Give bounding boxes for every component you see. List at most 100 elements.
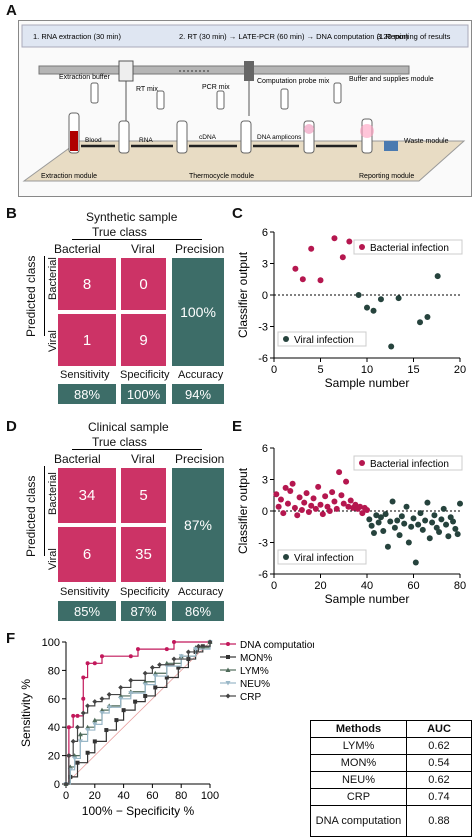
y-tick-label: 3	[262, 259, 268, 271]
metric-label-accuracy-d: Accuracy	[178, 586, 224, 598]
auc-header-methods: Methods	[310, 720, 407, 738]
data-point	[454, 531, 461, 538]
data-point	[273, 491, 280, 498]
data-point	[357, 503, 364, 510]
data-point	[384, 543, 391, 550]
roc-line	[66, 641, 210, 785]
data-point	[106, 705, 112, 710]
label-extraction-buffer: Extraction buffer	[59, 74, 111, 81]
data-point	[417, 510, 424, 517]
data-point	[339, 254, 346, 261]
col-bacterial-d: Bacterial	[54, 452, 101, 466]
data-point	[207, 639, 213, 645]
metric-label-sensitivity: Sensitivity	[60, 369, 110, 381]
data-point	[282, 484, 289, 491]
y-tick-label: 0	[262, 506, 268, 518]
precision-box: 100%	[172, 258, 224, 366]
data-point	[347, 497, 354, 504]
col-precision-d: Precision	[175, 452, 225, 466]
data-point	[343, 478, 350, 485]
legend-label: LYM%	[240, 666, 269, 677]
x-axis-label: Sample number	[325, 592, 410, 606]
table-row: DNA computation 0.88	[310, 805, 472, 837]
step-1: 1. RNA extraction (30 min)	[33, 32, 121, 41]
data-point	[85, 703, 91, 709]
label-waste-module: Waste module	[404, 138, 449, 145]
data-point	[368, 522, 375, 529]
x-axis-label: Sample number	[325, 376, 410, 390]
data-point	[326, 508, 333, 514]
auc-value: 0.88	[405, 805, 472, 837]
y-axis-label: Sensitivity %	[19, 679, 33, 747]
legend-marker	[225, 681, 231, 686]
panel-label-f: F	[6, 630, 16, 647]
col-bacterial: Bacterial	[54, 242, 101, 256]
data-point	[438, 516, 445, 523]
data-point	[312, 505, 319, 512]
label-rt-mix: RT mix	[136, 86, 158, 93]
roc-line	[66, 642, 211, 785]
data-point	[81, 696, 86, 701]
data-point	[133, 699, 138, 704]
data-point	[440, 505, 447, 512]
data-point	[291, 504, 298, 511]
y-tick-label: -6	[258, 569, 268, 581]
panel-d-true-class: True class	[92, 435, 147, 449]
instrument-diagram: 1. RNA extraction (30 min) 2. RT (30 min…	[21, 24, 469, 182]
metric-specificity: 100%	[121, 384, 166, 404]
data-point	[331, 235, 338, 242]
data-point	[143, 693, 148, 698]
col-viral: Viral	[131, 242, 155, 256]
data-point	[331, 498, 338, 505]
x-tick-label: 80	[175, 790, 187, 802]
true-class-bracket-d	[72, 449, 202, 450]
data-point	[85, 750, 90, 755]
data-point	[443, 521, 450, 528]
auc-method: CRP	[310, 788, 407, 806]
x-tick-label: 80	[454, 580, 466, 592]
data-point	[128, 654, 133, 659]
x-tick-label: 20	[314, 580, 326, 592]
table-row: MON% 0.54	[310, 754, 472, 772]
y-axis-label: Classifier output	[236, 251, 250, 338]
x-tick-label: 20	[454, 364, 466, 376]
data-point	[92, 722, 98, 727]
data-point	[308, 245, 315, 252]
auc-value: 0.74	[405, 788, 472, 806]
label-buffer-supplies: Buffer and supplies module	[349, 76, 434, 83]
data-point	[71, 713, 76, 718]
data-point	[294, 512, 301, 519]
metric-label-sensitivity-d: Sensitivity	[60, 586, 110, 598]
data-point	[75, 713, 80, 718]
data-point	[104, 728, 109, 733]
data-point	[359, 510, 366, 517]
data-point	[431, 512, 438, 519]
data-point	[128, 691, 134, 696]
data-point	[75, 760, 80, 765]
step-2: 2. RT (30 min) → LATE-PCR (60 min) → DNA…	[179, 32, 409, 41]
data-point	[172, 640, 176, 644]
legend-label: MON%	[240, 653, 272, 664]
data-point	[299, 276, 306, 283]
data-point	[364, 506, 370, 513]
label-thermocycle-module: Thermocycle module	[189, 173, 254, 180]
auc-method: NEU%	[310, 771, 407, 789]
data-point	[366, 516, 373, 523]
data-point	[280, 510, 287, 517]
data-point	[398, 513, 405, 520]
data-point	[394, 517, 401, 524]
data-point	[292, 265, 299, 272]
y-tick-label: 60	[48, 694, 60, 706]
precision-box-d: 87%	[172, 468, 224, 582]
y-tick-label: 0	[54, 779, 60, 791]
data-point	[391, 524, 398, 531]
data-point	[298, 506, 305, 513]
x-axis-label: 100% − Specificity %	[82, 804, 195, 818]
data-point	[66, 725, 71, 730]
data-point	[66, 753, 72, 759]
metric-specificity-d: 87%	[121, 601, 166, 621]
data-point	[81, 675, 86, 680]
panel-d-title: Clinical sample	[88, 420, 169, 434]
panel-label-e: E	[232, 418, 243, 435]
x-tick-label: 40	[361, 580, 373, 592]
